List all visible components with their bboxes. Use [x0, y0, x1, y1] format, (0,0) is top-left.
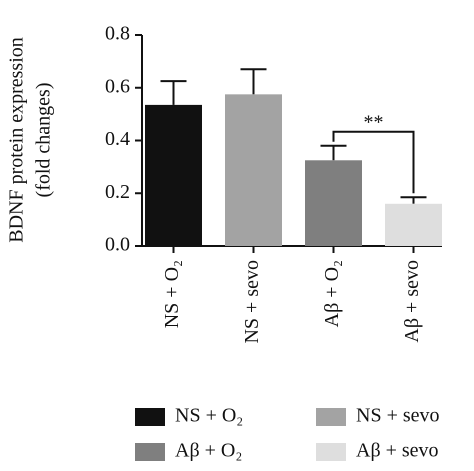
significance-label: ** — [364, 111, 384, 133]
y-axis-label: BDNF protein expression — [6, 37, 28, 243]
legend-swatch — [135, 408, 165, 426]
bar — [225, 94, 282, 246]
y-tick-label: 0.2 — [105, 181, 130, 203]
bar — [305, 160, 362, 246]
significance-bracket — [332, 130, 415, 194]
bar — [145, 104, 202, 246]
y-tick-label: 0.8 — [105, 23, 130, 45]
legend-label: Aβ + O₂ — [175, 440, 242, 462]
x-tick-label: Aβ + sevo — [401, 260, 423, 343]
y-tick-label: 0.0 — [105, 234, 130, 256]
legend-label: Aβ + sevo — [356, 440, 439, 462]
bar — [385, 203, 442, 246]
legend-label: NS + sevo — [356, 405, 440, 427]
x-tick-label: NS + sevo — [241, 260, 263, 344]
legend-swatch — [135, 443, 165, 461]
x-tick-label: Aβ + O₂ — [321, 260, 343, 327]
legend-swatch — [316, 408, 346, 426]
legend-label: NS + O₂ — [175, 405, 243, 427]
y-tick-label: 0.6 — [105, 75, 130, 97]
legend-swatch — [316, 443, 346, 461]
y-axis-label: (fold changes) — [33, 83, 55, 198]
y-tick-label: 0.4 — [105, 128, 130, 150]
x-tick-label: NS + O₂ — [161, 260, 183, 328]
